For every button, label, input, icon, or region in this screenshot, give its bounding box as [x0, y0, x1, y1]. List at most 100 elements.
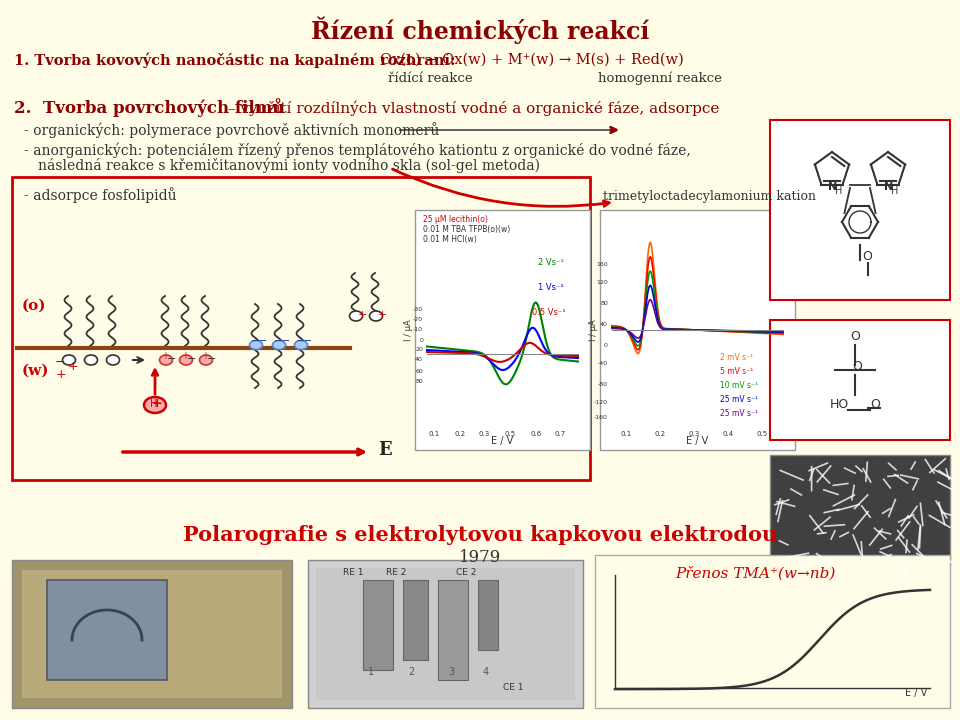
Text: N: N [884, 182, 893, 192]
Text: -160: -160 [594, 415, 608, 420]
Ellipse shape [62, 355, 76, 365]
Text: CE 1: CE 1 [503, 683, 523, 692]
Text: −: − [251, 336, 260, 346]
Text: 0: 0 [420, 338, 423, 343]
Text: - anorganických: potenciálem řízený přenos templátového kationtu z organické do : - anorganických: potenciálem řízený přen… [24, 143, 691, 158]
Text: trimetyloctadecylamonium kation: trimetyloctadecylamonium kation [603, 189, 816, 202]
Text: O: O [852, 360, 862, 373]
Bar [12, 560, 292, 708]
Text: (o): (o) [22, 299, 46, 313]
Bar [316, 568, 575, 700]
Text: 40: 40 [600, 322, 608, 326]
Ellipse shape [295, 341, 307, 349]
Text: 0.5: 0.5 [505, 431, 516, 437]
Text: −: − [296, 336, 305, 346]
Ellipse shape [180, 355, 193, 365]
Text: O: O [862, 250, 872, 263]
Text: 3: 3 [448, 667, 454, 677]
Ellipse shape [84, 355, 98, 365]
Text: Polarografie s elektrolytovou kapkovou elektrodou: Polarografie s elektrolytovou kapkovou e… [183, 525, 777, 545]
Text: 25 mV s⁻¹: 25 mV s⁻¹ [720, 395, 758, 404]
Text: RE 2: RE 2 [386, 568, 406, 577]
Text: homogenní reakce: homogenní reakce [598, 71, 722, 85]
Text: 0.5 Vs⁻¹: 0.5 Vs⁻¹ [532, 308, 565, 317]
Text: +: + [152, 397, 162, 410]
Text: -30: -30 [413, 307, 423, 312]
Text: 0.2: 0.2 [455, 431, 466, 437]
Bar [438, 580, 468, 680]
Text: 0.1: 0.1 [620, 431, 632, 437]
Text: −: − [258, 336, 268, 346]
Ellipse shape [349, 311, 363, 321]
Bar [478, 580, 498, 650]
Text: N: N [828, 182, 837, 192]
Text: 1: 1 [368, 667, 374, 677]
Text: 2 Vs⁻¹: 2 Vs⁻¹ [538, 258, 564, 267]
Ellipse shape [273, 341, 285, 349]
Text: O: O [870, 398, 880, 411]
Text: 20: 20 [415, 346, 423, 351]
Text: 25 μM lecithin(o): 25 μM lecithin(o) [423, 215, 488, 224]
Text: 160: 160 [596, 261, 608, 266]
Ellipse shape [250, 341, 262, 349]
Text: E / V: E / V [685, 436, 708, 446]
Text: 0.4: 0.4 [723, 431, 733, 437]
Ellipse shape [370, 311, 382, 321]
Text: −: − [55, 356, 65, 369]
Text: - adsorpce fosfolipidů: - adsorpce fosfolipidů [24, 187, 177, 203]
Bar [770, 120, 950, 300]
Text: E / V: E / V [905, 688, 927, 698]
Text: 0.1: 0.1 [429, 431, 441, 437]
Text: −: − [274, 336, 283, 346]
Text: +: + [161, 351, 169, 361]
Bar [600, 210, 795, 450]
Text: následná reakce s křemičitanovými ionty vodního skla (sol-gel metoda): následná reakce s křemičitanovými ionty … [38, 157, 540, 173]
Text: 4: 4 [483, 667, 490, 677]
Bar [770, 320, 950, 440]
Text: E: E [378, 441, 392, 459]
Text: 0.2: 0.2 [655, 431, 665, 437]
Text: H: H [891, 186, 899, 196]
Text: 1 Vs⁻¹: 1 Vs⁻¹ [538, 283, 564, 292]
Text: 25 mV s⁻¹: 25 mV s⁻¹ [720, 409, 758, 418]
Text: H: H [835, 186, 842, 196]
Bar [22, 570, 282, 698]
Text: -10: -10 [413, 326, 423, 331]
Bar [403, 580, 428, 660]
Text: CE 2: CE 2 [456, 568, 476, 577]
Text: 2: 2 [408, 667, 415, 677]
Text: I / μA: I / μA [589, 319, 598, 341]
Bar [47, 580, 167, 680]
Text: O: O [850, 330, 860, 343]
Text: 0.3: 0.3 [688, 431, 700, 437]
Text: Přenos TMA⁺(w→nb): Přenos TMA⁺(w→nb) [675, 566, 835, 580]
Text: 2 mV s⁻¹: 2 mV s⁻¹ [720, 353, 754, 362]
Text: +: + [56, 368, 66, 381]
Bar [415, 210, 590, 450]
Text: - organických: polymerace povrchově aktivních monomerů: - organických: polymerace povrchově akti… [24, 122, 440, 138]
Text: 2.  Tvorba povrchových filmů: 2. Tvorba povrchových filmů [14, 99, 284, 117]
Text: H: H [150, 399, 157, 409]
Text: -120: -120 [594, 400, 608, 405]
Bar [12, 177, 590, 480]
Text: Ox(o) → Ox(w) + M⁺(w) → M(s) + Red(w): Ox(o) → Ox(w) + M⁺(w) → M(s) + Red(w) [380, 53, 684, 67]
Bar [770, 455, 950, 565]
Text: 0.7: 0.7 [554, 431, 565, 437]
Text: 0.01 M TBA TFPB(o)(w): 0.01 M TBA TFPB(o)(w) [423, 225, 511, 234]
Text: 1. Tvorba kovových nanočástic na kapalném rozhraní:: 1. Tvorba kovových nanočástic na kapalné… [14, 53, 455, 68]
Text: 120: 120 [596, 279, 608, 284]
Text: +: + [201, 351, 209, 361]
Ellipse shape [200, 355, 212, 365]
Ellipse shape [107, 355, 119, 365]
Bar [308, 560, 583, 708]
Text: 5 mV s⁻¹: 5 mV s⁻¹ [720, 367, 754, 376]
Text: -80: -80 [598, 382, 608, 387]
Text: HO: HO [830, 398, 850, 411]
Text: I / μA: I / μA [404, 319, 413, 341]
Text: 0.6: 0.6 [530, 431, 541, 437]
Text: 40: 40 [415, 356, 423, 361]
Text: 0: 0 [604, 343, 608, 348]
Text: +: + [181, 351, 189, 361]
Text: Řízení chemických reakcí: Řízení chemických reakcí [311, 17, 649, 44]
Text: řídící reakce: řídící reakce [388, 71, 472, 84]
